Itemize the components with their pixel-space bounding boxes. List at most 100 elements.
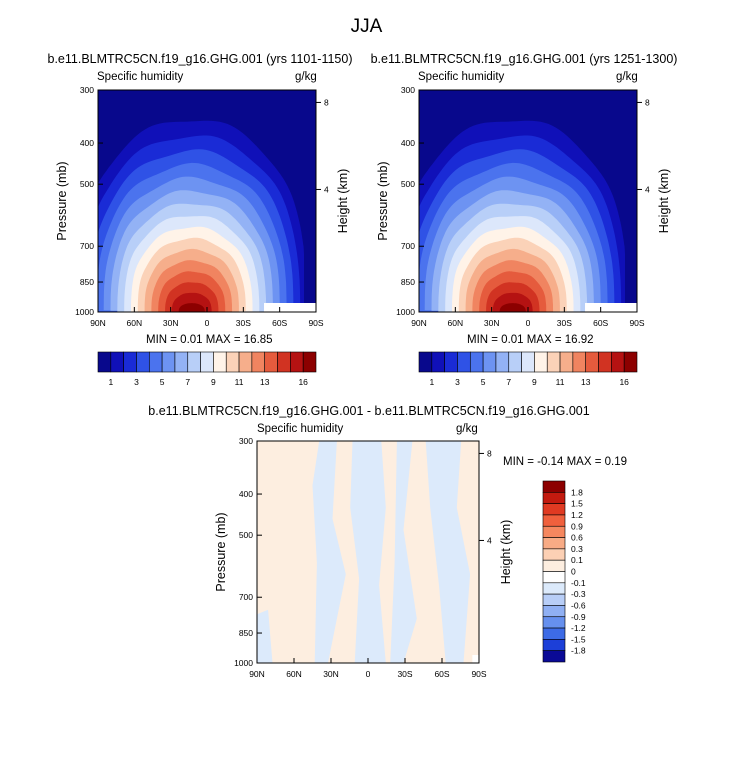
colorbar-label: 16 bbox=[619, 377, 629, 387]
colorbar-label: 9 bbox=[532, 377, 537, 387]
colorbar-label: 9 bbox=[211, 377, 216, 387]
panel-2-lat-tick-label: 90N bbox=[411, 318, 427, 328]
panel-3-missing-data bbox=[472, 655, 479, 663]
colorbar-label: 7 bbox=[185, 377, 190, 387]
panel-3-ylabel-right: Height (km) bbox=[499, 520, 513, 585]
panel-2-height-tick-label: 4 bbox=[645, 184, 650, 194]
panel-2-units: g/kg bbox=[616, 71, 638, 83]
panel-3-lat-tick-label: 30N bbox=[323, 669, 339, 679]
colorbar-label: 3 bbox=[134, 377, 139, 387]
colorbar-label: 3 bbox=[455, 377, 460, 387]
panel-2-pressure-tick-label: 700 bbox=[401, 241, 415, 251]
colorbar-box bbox=[264, 351, 278, 373]
panel-2-title: b.e11.BLMTRC5CN.f19_g16.GHG.001 (yrs 125… bbox=[370, 52, 678, 66]
colorbar-box bbox=[542, 593, 566, 606]
colorbar-box bbox=[123, 351, 137, 373]
panel-1-ylabel-right: Height (km) bbox=[336, 169, 350, 234]
colorbar-label: -1.2 bbox=[571, 623, 586, 633]
panel-1-lat-tick-label: 30N bbox=[163, 318, 179, 328]
colorbar-box bbox=[542, 537, 566, 550]
colorbar-box bbox=[611, 351, 625, 373]
panel-3-height-tick-label: 8 bbox=[487, 448, 492, 458]
panel-3-height-tick-label: 4 bbox=[487, 535, 492, 545]
colorbar-label: 0 bbox=[571, 567, 576, 577]
colorbar-box bbox=[542, 639, 566, 651]
panel-1-height-tick-label: 8 bbox=[324, 97, 329, 107]
colorbar-box bbox=[508, 351, 522, 373]
panel-3-pressure-tick-label: 700 bbox=[239, 592, 253, 602]
colorbar-box bbox=[623, 351, 638, 373]
colorbar-label: 1 bbox=[429, 377, 434, 387]
panel-1-title: b.e11.BLMTRC5CN.f19_g16.GHG.001 (yrs 110… bbox=[47, 52, 353, 66]
colorbar-box bbox=[534, 351, 548, 373]
panel-2-contour-level bbox=[499, 303, 526, 312]
colorbar-label: 7 bbox=[506, 377, 511, 387]
panel-1-lat-tick-label: 90S bbox=[308, 318, 323, 328]
panel-3-units: g/kg bbox=[456, 423, 478, 435]
colorbar-label: 16 bbox=[298, 377, 308, 387]
colorbar-label: -1.8 bbox=[571, 646, 586, 656]
panel-1-minmax: MIN = 0.01 MAX = 16.85 bbox=[146, 334, 273, 346]
panel-1-pressure-tick-label: 400 bbox=[80, 138, 94, 148]
colorbar-label: 13 bbox=[260, 377, 270, 387]
colorbar-label: -1.5 bbox=[571, 634, 586, 644]
panel-1-missing-data bbox=[264, 303, 316, 312]
panel-3-ylabel: Pressure (mb) bbox=[214, 512, 228, 591]
colorbar-box bbox=[187, 351, 201, 373]
panel-3-lat-tick-label: 60N bbox=[286, 669, 302, 679]
colorbar-box bbox=[302, 351, 317, 373]
colorbar-box bbox=[542, 650, 566, 663]
panel-1-contour-level bbox=[178, 303, 205, 312]
panel-3-pressure-tick-label: 400 bbox=[239, 489, 253, 499]
colorbar-box bbox=[213, 351, 227, 373]
panel-1-pressure-tick-label: 700 bbox=[80, 241, 94, 251]
colorbar-box bbox=[542, 559, 566, 572]
colorbar-box bbox=[251, 351, 266, 373]
colorbar-box bbox=[431, 351, 445, 373]
colorbar-box bbox=[542, 582, 566, 595]
panel-3-negative-area bbox=[350, 441, 386, 663]
panel-3-pressure-tick-label: 500 bbox=[239, 530, 253, 540]
panel-3-lat-tick-label: 0 bbox=[366, 669, 371, 679]
colorbar-label: 13 bbox=[581, 377, 591, 387]
colorbar-box bbox=[482, 351, 497, 373]
colorbar-box bbox=[598, 351, 612, 373]
colorbar-label: 0.9 bbox=[571, 521, 583, 531]
panel-3-pressure-tick-label: 300 bbox=[239, 436, 253, 446]
colorbar-label: 1.2 bbox=[571, 510, 583, 520]
colorbar-box bbox=[542, 627, 566, 640]
panel-3-colorbar: 1.81.51.20.90.60.30.10-0.1-0.3-0.6-0.9-1… bbox=[542, 480, 586, 663]
colorbar-box bbox=[542, 514, 566, 527]
panel-2-ylabel-right: Height (km) bbox=[657, 169, 671, 234]
panel-2-minmax: MIN = 0.01 MAX = 16.92 bbox=[467, 334, 594, 346]
colorbar-box bbox=[290, 351, 304, 373]
panel-2-colorbar: 1 3 5 7 9 11 13 16 bbox=[418, 351, 638, 387]
colorbar-box bbox=[136, 351, 150, 373]
colorbar-box bbox=[110, 351, 124, 373]
colorbar-box bbox=[457, 351, 471, 373]
colorbar-label: 11 bbox=[235, 377, 244, 387]
panel-1-pressure-tick-label: 500 bbox=[80, 179, 94, 189]
colorbar-box bbox=[542, 480, 566, 493]
panel-3-lat-tick-label: 30S bbox=[397, 669, 412, 679]
colorbar-label: -0.3 bbox=[571, 589, 586, 599]
panel-2-lat-tick-label: 60N bbox=[448, 318, 464, 328]
colorbar-label: 5 bbox=[160, 377, 165, 387]
panel-3-contours bbox=[257, 441, 479, 663]
panel-1-lat-tick-label: 90N bbox=[90, 318, 106, 328]
colorbar-label: 0.6 bbox=[571, 533, 583, 543]
colorbar-box bbox=[542, 548, 566, 561]
colorbar-label: -0.1 bbox=[571, 578, 586, 588]
panel-1-colorbar: 1 3 5 7 9 11 13 16 bbox=[97, 351, 317, 387]
panel-1-lat-tick-label: 60N bbox=[127, 318, 143, 328]
colorbar-label: 11 bbox=[556, 377, 565, 387]
colorbar-box bbox=[559, 351, 574, 373]
panel-2-pressure-tick-label: 500 bbox=[401, 179, 415, 189]
colorbar-box bbox=[542, 571, 566, 584]
panel-3-pressure-tick-label: 1000 bbox=[234, 658, 253, 668]
panel-3-pressure-tick-label: 850 bbox=[239, 628, 253, 638]
panel-1-pressure-tick-label: 300 bbox=[80, 85, 94, 95]
colorbar-box bbox=[572, 351, 587, 373]
